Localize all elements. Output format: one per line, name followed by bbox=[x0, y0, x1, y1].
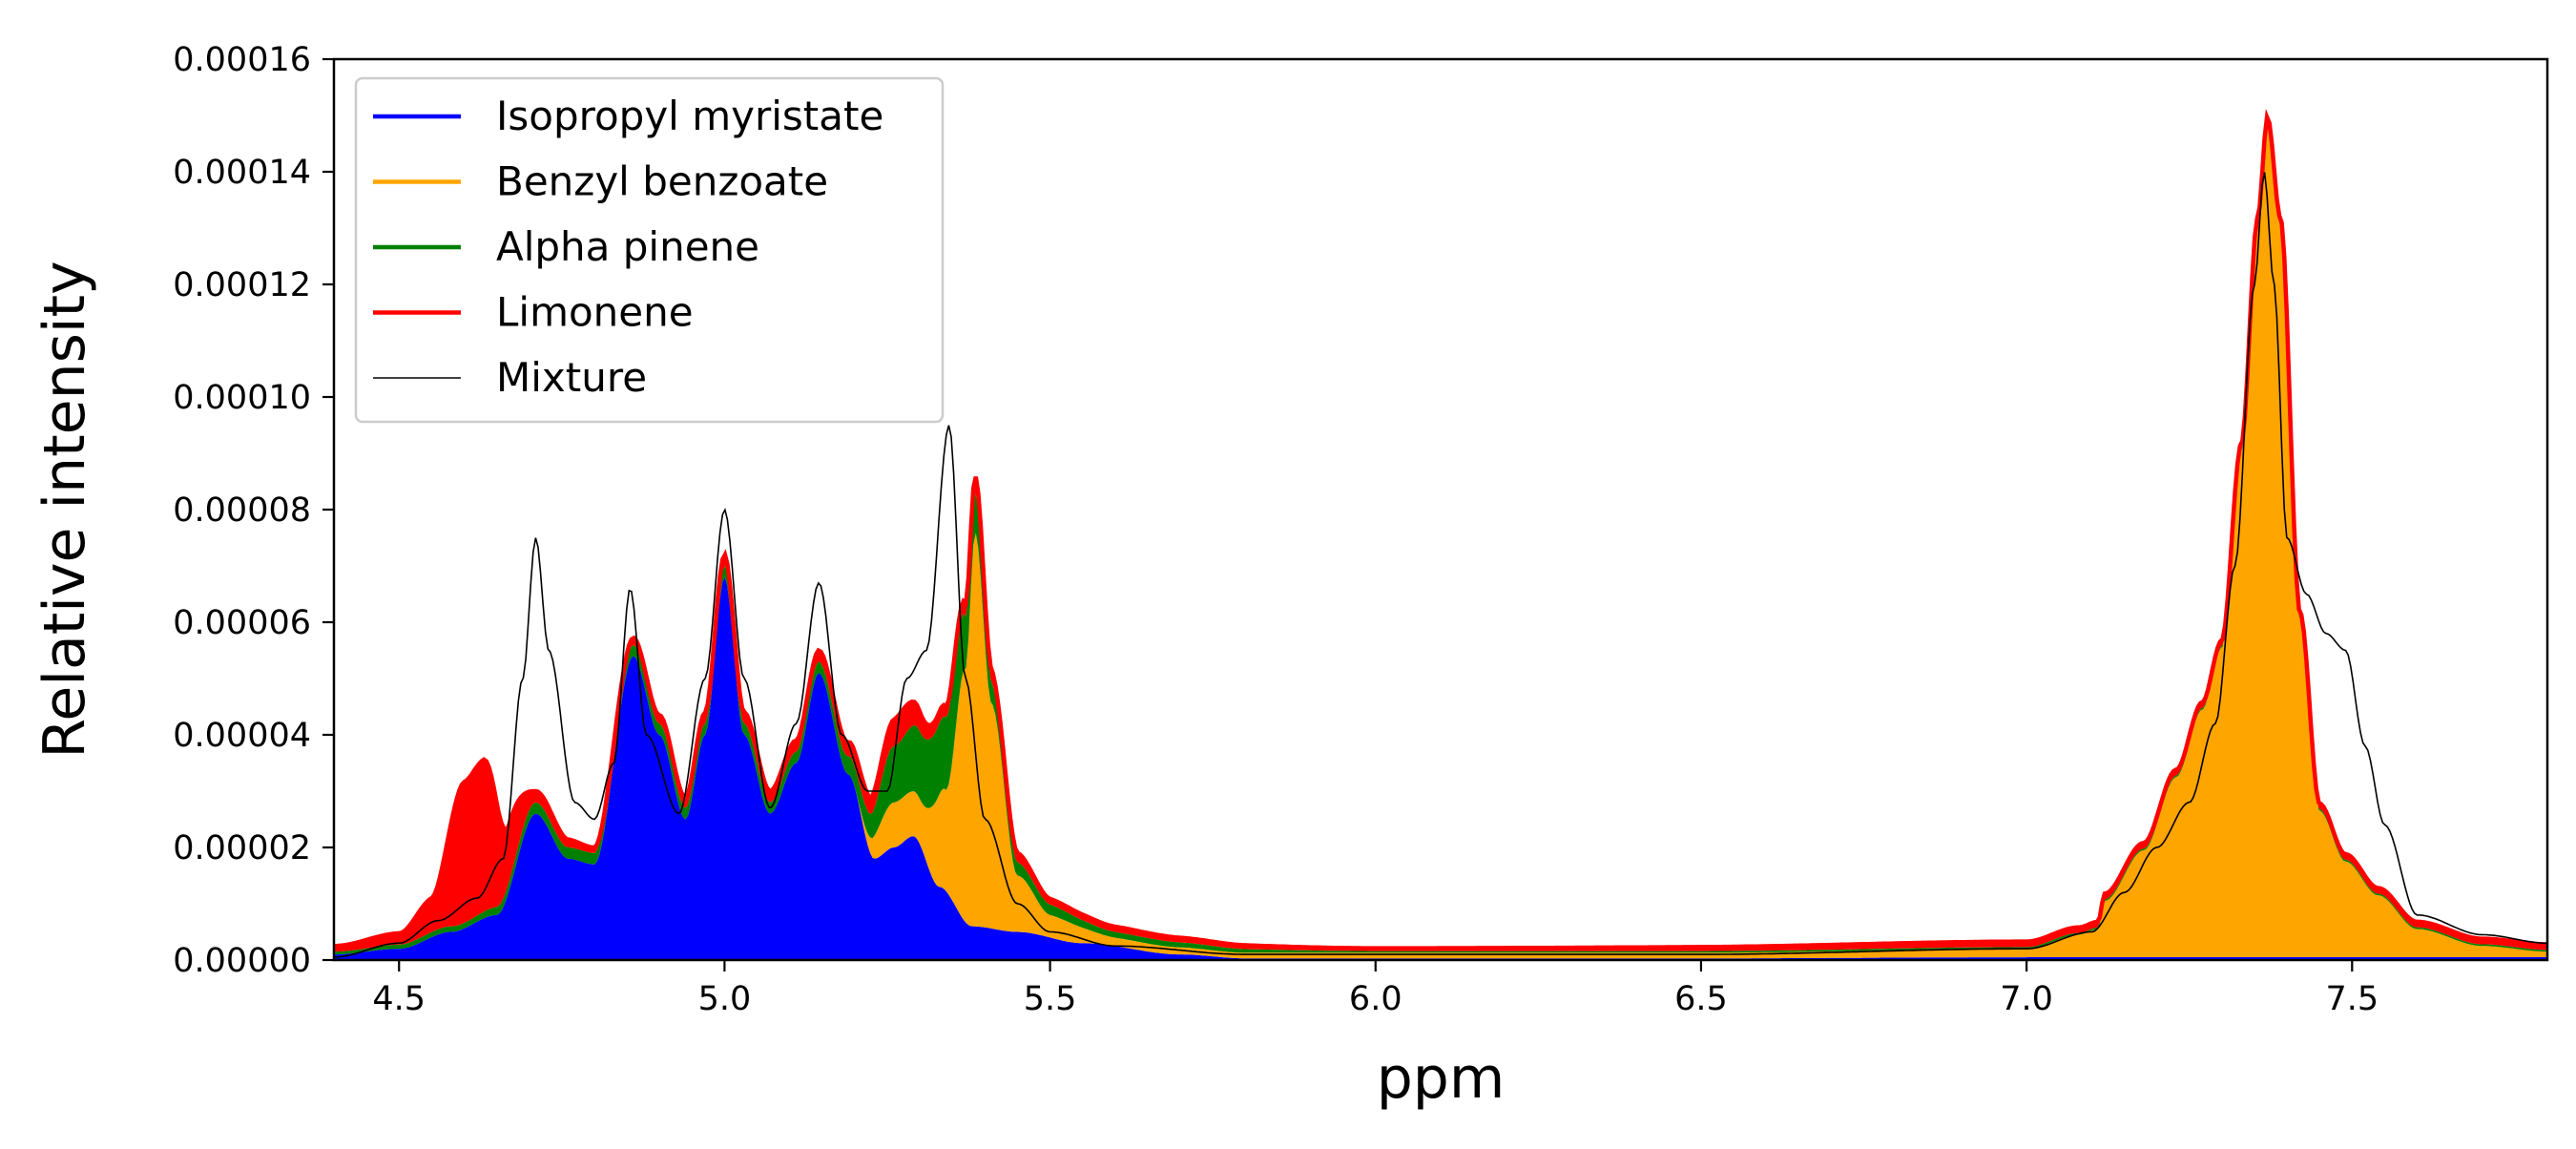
x-tick-label: 6.0 bbox=[1349, 980, 1402, 1018]
x-tick-label: 5.0 bbox=[698, 980, 752, 1018]
legend-label-alpha-pinene: Alpha pinene bbox=[496, 223, 759, 270]
y-tick-label: 0.00006 bbox=[173, 604, 311, 642]
x-tick-label: 6.5 bbox=[1674, 980, 1728, 1018]
x-tick-label: 5.5 bbox=[1024, 980, 1077, 1018]
legend-box bbox=[354, 76, 945, 424]
x-tick-label: 7.5 bbox=[2325, 980, 2379, 1018]
y-tick-label: 0.00000 bbox=[173, 942, 311, 980]
y-tick-label: 0.00010 bbox=[173, 379, 311, 417]
y-tick-label: 0.00012 bbox=[173, 266, 311, 304]
x-tick-label: 4.5 bbox=[372, 980, 426, 1018]
y-tick-label: 0.00016 bbox=[173, 41, 311, 79]
legend-label-isopropyl-myristate: Isopropyl myristate bbox=[496, 93, 883, 139]
x-tick-label: 7.0 bbox=[2000, 980, 2053, 1018]
area-isopropyl-myristate bbox=[334, 577, 2547, 960]
y-axis-label: Relative intensity bbox=[31, 261, 98, 758]
legend-label-limonene: Limonene bbox=[496, 289, 694, 336]
line-limonene bbox=[333, 108, 2547, 951]
area-benzyl-benzoate bbox=[334, 124, 2547, 959]
y-tick-label: 0.00014 bbox=[173, 154, 311, 192]
legend-label-benzyl-benzoate: Benzyl benzoate bbox=[496, 158, 828, 205]
y-tick-label: 0.00008 bbox=[173, 491, 311, 530]
legend-label-mixture: Mixture bbox=[496, 354, 647, 401]
x-axis-label: ppm bbox=[1377, 1045, 1506, 1112]
line-mixture bbox=[334, 172, 2547, 958]
y-tick-label: 0.00004 bbox=[173, 717, 311, 755]
y-tick-label: 0.00002 bbox=[173, 829, 311, 867]
